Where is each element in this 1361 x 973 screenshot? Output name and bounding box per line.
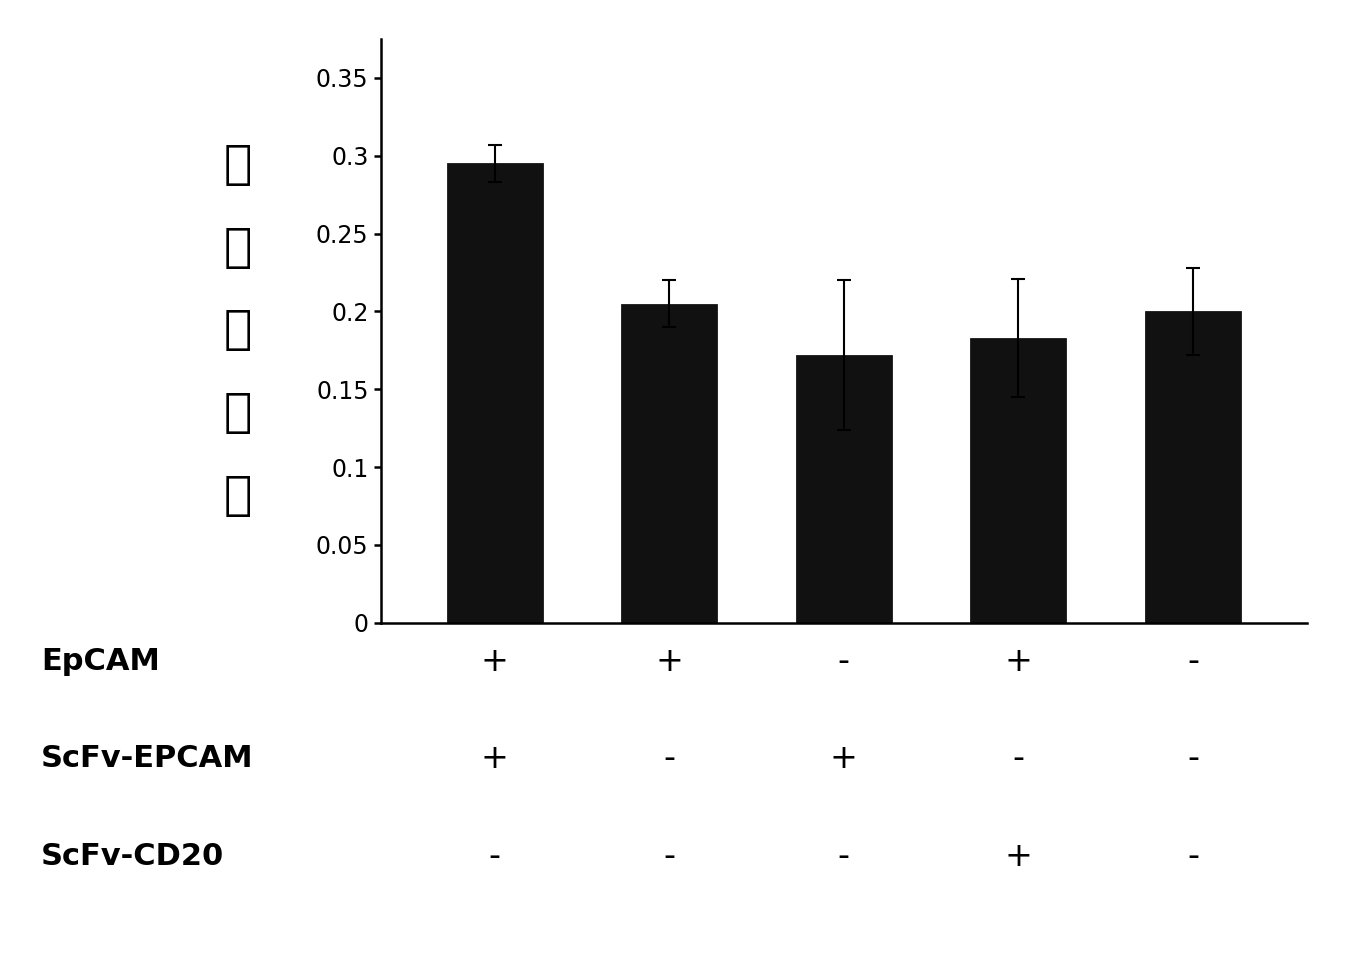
Text: ScFv-CD20: ScFv-CD20 [41, 842, 225, 871]
Text: -: - [838, 840, 849, 873]
Text: 对: 对 [225, 226, 252, 270]
Text: +: + [830, 742, 857, 775]
Text: 亲: 亲 [225, 308, 252, 353]
Text: -: - [1187, 840, 1199, 873]
Text: 和: 和 [225, 391, 252, 436]
Bar [446, 163, 543, 623]
Text: 力: 力 [225, 474, 252, 519]
Bar [1145, 311, 1241, 623]
Bar [621, 304, 717, 623]
Text: -: - [663, 742, 675, 775]
Text: -: - [1187, 645, 1199, 678]
Text: +: + [1004, 840, 1033, 873]
Text: 相: 相 [225, 143, 252, 188]
Text: -: - [1187, 742, 1199, 775]
Bar [796, 355, 891, 623]
Text: -: - [838, 645, 849, 678]
Text: +: + [480, 742, 509, 775]
Bar [970, 338, 1067, 623]
Text: EpCAM: EpCAM [41, 647, 159, 676]
Text: ScFv-EPCAM: ScFv-EPCAM [41, 744, 253, 774]
Text: +: + [1004, 645, 1033, 678]
Text: +: + [480, 645, 509, 678]
Text: -: - [489, 840, 501, 873]
Text: +: + [655, 645, 683, 678]
Text: -: - [663, 840, 675, 873]
Text: -: - [1013, 742, 1025, 775]
